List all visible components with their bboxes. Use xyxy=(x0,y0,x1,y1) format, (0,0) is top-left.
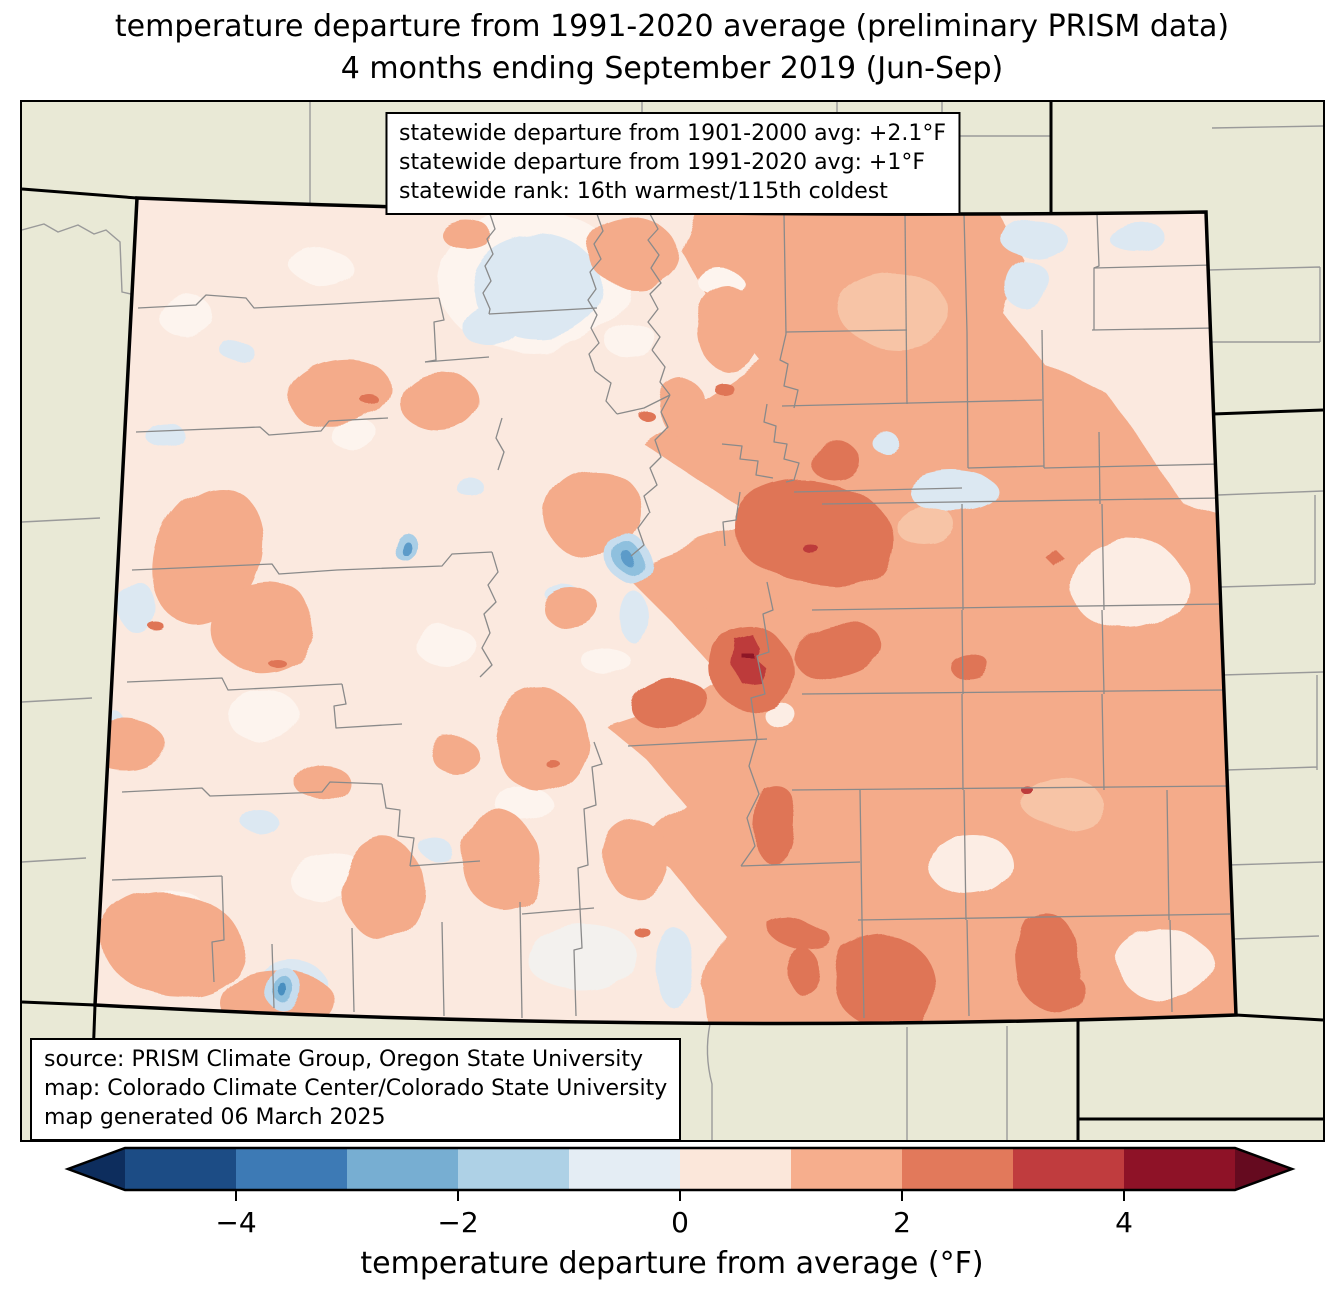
stats-line-2: statewide departure from 1991-2020 avg: … xyxy=(398,150,926,175)
colorbar-segment xyxy=(791,1148,903,1190)
colorbar-tick-label: 2 xyxy=(893,1206,911,1239)
source-line-1: source: PRISM Climate Group, Oregon Stat… xyxy=(44,1047,644,1072)
figure-title: temperature departure from 1991-2020 ave… xyxy=(0,6,1344,90)
stats-line-1: statewide departure from 1901-2000 avg: … xyxy=(398,121,947,146)
colorado-map xyxy=(22,102,1323,1140)
source-line-2: map: Colorado Climate Center/Colorado St… xyxy=(44,1076,668,1101)
figure-title-line1: temperature departure from 1991-2020 ave… xyxy=(114,9,1230,44)
statewide-stats-box: statewide departure from 1901-2000 avg: … xyxy=(384,112,961,215)
colorbar-axis-label: temperature departure from average (°F) xyxy=(360,1246,984,1281)
colorbar-segment xyxy=(236,1148,348,1190)
state-fill xyxy=(95,198,1236,1024)
stats-line-3: statewide rank: 16th warmest/115th colde… xyxy=(398,179,888,204)
colorbar-tick-marks xyxy=(235,1190,1125,1201)
colorbar-tick-label: 4 xyxy=(1115,1206,1133,1239)
colorbar-segment xyxy=(902,1148,1014,1190)
colorbar-segment xyxy=(1124,1148,1236,1190)
colorbar-segment xyxy=(458,1148,570,1190)
colorbar-segments xyxy=(125,1148,1236,1190)
colorbar-segment xyxy=(680,1148,792,1190)
colorbar-over-arrow xyxy=(1235,1148,1292,1190)
colorbar-segment xyxy=(347,1148,459,1190)
colorbar-outline xyxy=(64,1146,1296,1192)
colorbar-segment xyxy=(1013,1148,1125,1190)
colorbar-tick-label: −2 xyxy=(437,1206,479,1239)
colorbar-segment xyxy=(125,1148,237,1190)
source-attribution-box: source: PRISM Climate Group, Oregon Stat… xyxy=(30,1038,682,1141)
colorbar-svg xyxy=(64,1146,1296,1201)
figure-title-line2: 4 months ending September 2019 (Jun-Sep) xyxy=(340,51,1004,86)
map-axes: statewide departure from 1901-2000 avg: … xyxy=(20,100,1325,1142)
source-line-3: map generated 06 March 2025 xyxy=(44,1105,386,1130)
colorbar-under-arrow xyxy=(68,1148,125,1190)
colorbar-segment xyxy=(569,1148,681,1190)
colorbar-tick-label: −4 xyxy=(215,1206,257,1239)
county-lines xyxy=(111,213,1231,1019)
colorbar-tick-label: 0 xyxy=(671,1206,689,1239)
